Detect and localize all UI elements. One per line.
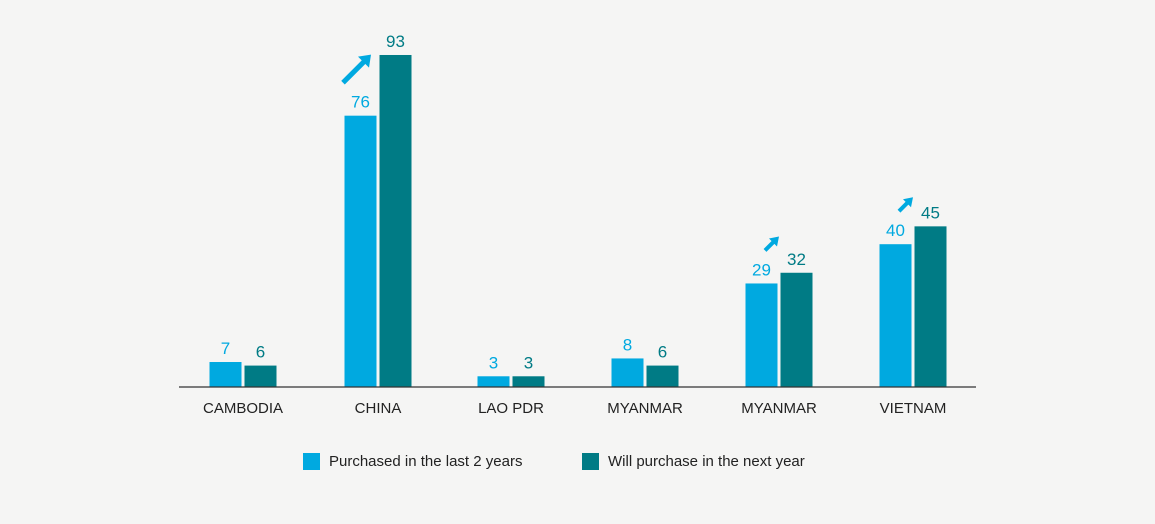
value-label-china-1-purchased: 76: [351, 93, 370, 112]
value-label-lao-pdr-2-purchased: 3: [489, 353, 498, 372]
value-label-china-1-will-purchase: 93: [386, 32, 405, 51]
legend-label-will-purchase: Will purchase in the next year: [608, 453, 805, 470]
category-labels-group: CAMBODIA CHINA LAO PDR MYANMAR MYANMAR VIETNA…: [203, 400, 946, 417]
category-label-lao-pdr-2: LAO PDR: [478, 400, 544, 417]
bars-group: [209, 54, 947, 388]
value-label-vietnam-5-will-purchase: 45: [921, 203, 940, 222]
increase-arrow-icon-china-1: [341, 54, 371, 85]
bar-myanmar-4-will-purchase: [780, 272, 813, 387]
legend-label-purchased: Purchased in the last 2 years: [329, 453, 522, 470]
increase-arrow-icon-myanmar-4: [763, 236, 779, 252]
bar-vietnam-5-purchased: [879, 244, 912, 387]
bar-cambodia-0-purchased: [209, 362, 242, 387]
increase-arrow-icon-vietnam-5: [897, 197, 913, 213]
bar-vietnam-5-will-purchase: [914, 226, 947, 387]
value-label-vietnam-5-purchased: 40: [886, 221, 905, 240]
category-label-myanmar-3: MYANMAR: [607, 400, 683, 417]
bar-cambodia-0-will-purchase: [244, 365, 277, 387]
value-label-lao-pdr-2-will-purchase: 3: [524, 353, 533, 372]
value-label-myanmar-3-will-purchase: 6: [658, 343, 667, 362]
value-label-myanmar-3-purchased: 8: [623, 335, 632, 354]
bar-china-1-purchased: [344, 115, 377, 388]
bar-myanmar-3-will-purchase: [646, 365, 679, 387]
bar-china-1-will-purchase: [379, 54, 412, 388]
bar-lao-pdr-2-purchased: [477, 376, 510, 387]
bar-myanmar-4-purchased: [745, 283, 778, 387]
value-label-myanmar-4-will-purchase: 32: [787, 250, 806, 269]
legend: Purchased in the last 2 years Will purch…: [303, 453, 805, 470]
category-label-vietnam-5: VIETNAM: [880, 400, 947, 417]
category-label-cambodia-0: CAMBODIA: [203, 400, 283, 417]
category-label-myanmar-4: MYANMAR: [741, 400, 817, 417]
value-label-cambodia-0-will-purchase: 6: [256, 343, 265, 362]
arrows-group: [341, 54, 913, 252]
value-label-myanmar-4-purchased: 29: [752, 260, 771, 279]
legend-swatch-will-purchase: [582, 453, 599, 470]
value-label-cambodia-0-purchased: 7: [221, 339, 230, 358]
bar-myanmar-3-purchased: [611, 358, 644, 387]
legend-swatch-purchased: [303, 453, 320, 470]
bar-lao-pdr-2-will-purchase: [512, 376, 545, 387]
category-label-china-1: CHINA: [355, 400, 402, 417]
